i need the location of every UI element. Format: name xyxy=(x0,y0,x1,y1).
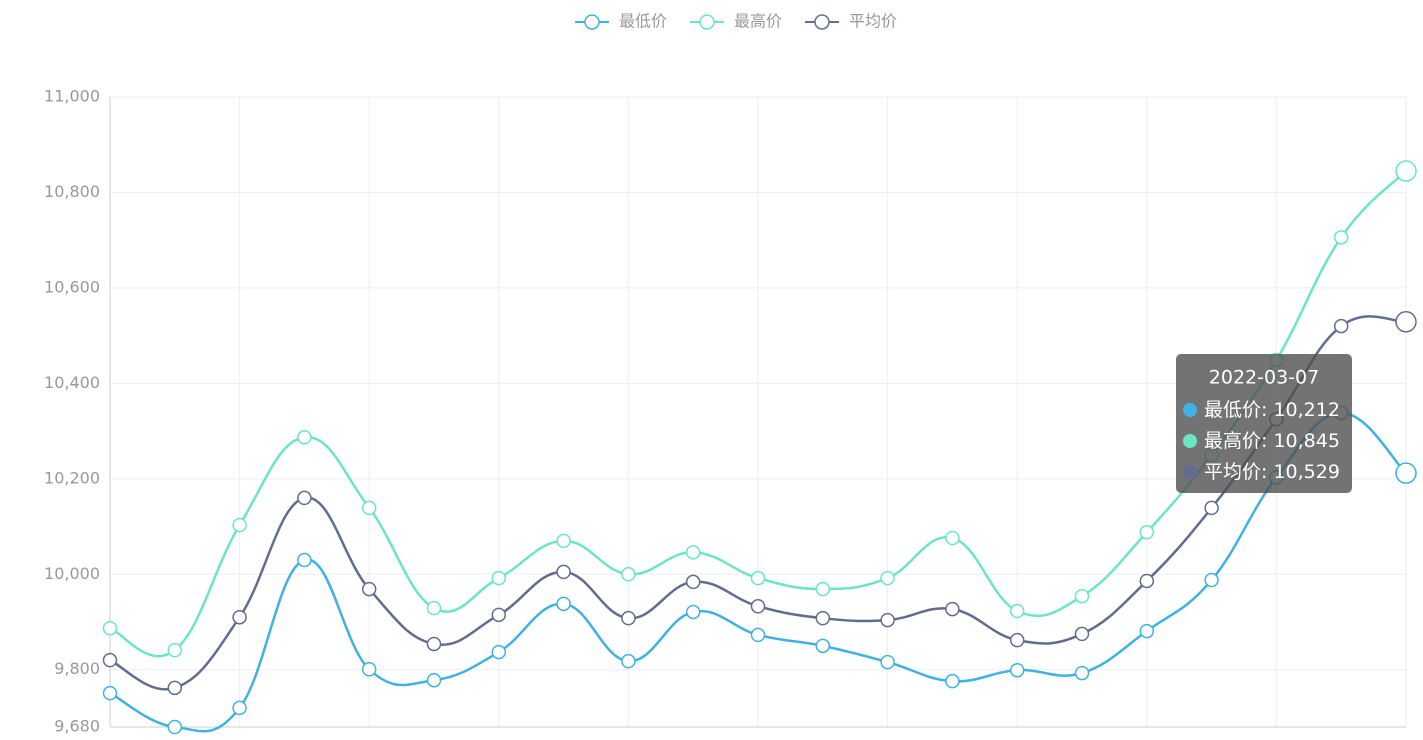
data-point xyxy=(1333,318,1349,334)
data-point xyxy=(750,570,766,586)
data-point xyxy=(232,700,247,716)
data-point xyxy=(297,430,312,445)
data-point xyxy=(815,638,831,654)
data-point xyxy=(167,719,183,735)
tooltip-title: 2022-03-07 xyxy=(1209,367,1319,389)
data-point xyxy=(1009,603,1025,619)
data-point xyxy=(1009,632,1025,648)
data-point xyxy=(361,500,377,516)
data-point xyxy=(426,672,442,688)
data-point xyxy=(880,570,895,586)
data-point xyxy=(1074,626,1090,642)
data-point xyxy=(1139,573,1155,589)
tooltip-series-name: 最低价 xyxy=(1204,399,1261,421)
data-point xyxy=(1204,500,1219,516)
tooltip-series-name: 平均价 xyxy=(1204,461,1261,483)
tooltip-value: 10,529 xyxy=(1273,461,1339,483)
data-point xyxy=(880,612,895,628)
data-point xyxy=(621,610,636,626)
y-tick-label: 11,000 xyxy=(44,87,100,106)
tooltip-marker xyxy=(1183,403,1197,417)
y-tick-label: 9,800 xyxy=(54,659,100,678)
data-point xyxy=(361,662,377,677)
tooltip-series-name: 最高价 xyxy=(1204,430,1261,452)
data-point xyxy=(556,564,571,580)
legend-icon xyxy=(584,14,600,30)
data-point xyxy=(1395,311,1417,333)
tooltip-value: 10,845 xyxy=(1273,430,1339,452)
legend-label: 最低价 xyxy=(619,12,667,31)
data-point xyxy=(685,574,701,590)
legend-label: 平均价 xyxy=(849,12,897,31)
data-point xyxy=(1333,230,1349,245)
data-point xyxy=(167,680,183,696)
y-tick-label: 9,680 xyxy=(54,717,100,736)
data-point xyxy=(232,517,247,533)
data-point xyxy=(621,653,636,669)
data-point xyxy=(491,644,507,660)
data-point xyxy=(1139,525,1155,540)
data-point xyxy=(945,601,960,617)
tooltip-value: 10,212 xyxy=(1273,399,1339,421)
data-point xyxy=(232,609,247,625)
y-tick-label: 10,800 xyxy=(44,182,100,201)
tooltip-row: 最高价: 10,845 xyxy=(1204,430,1340,452)
data-point xyxy=(426,636,442,652)
data-point xyxy=(102,620,118,636)
data-point xyxy=(102,652,118,668)
tooltip: 2022-03-07 最低价: 10,212 最高价: 10,845 平均价: 10,… xyxy=(1176,354,1352,493)
data-point xyxy=(1009,662,1025,678)
tooltip-marker xyxy=(1183,465,1197,479)
data-point xyxy=(815,610,831,626)
data-point xyxy=(1074,665,1090,681)
data-point xyxy=(621,567,636,582)
data-point xyxy=(167,642,183,658)
legend-icon xyxy=(699,14,715,30)
data-point xyxy=(297,552,312,568)
data-point xyxy=(491,570,507,586)
data-point xyxy=(1395,462,1417,484)
data-point xyxy=(102,685,118,701)
tooltip-box xyxy=(1176,354,1352,493)
data-point xyxy=(945,530,960,546)
tooltip-row: 平均价: 10,529 xyxy=(1204,461,1340,483)
data-point xyxy=(1204,572,1219,588)
tooltip-marker xyxy=(1183,434,1197,448)
data-point xyxy=(750,599,766,614)
data-point xyxy=(1074,588,1090,604)
legend-label: 最高价 xyxy=(734,12,782,31)
data-point xyxy=(556,596,571,612)
data-point xyxy=(297,490,312,506)
data-point xyxy=(815,581,831,597)
y-tick-label: 10,400 xyxy=(44,373,100,392)
y-tick-label: 10,200 xyxy=(44,468,100,487)
data-point xyxy=(426,600,442,616)
data-point xyxy=(491,607,507,623)
data-point xyxy=(1139,623,1155,639)
data-point xyxy=(1395,160,1417,182)
data-point xyxy=(556,533,571,549)
data-point xyxy=(685,545,701,560)
data-point xyxy=(361,581,377,597)
data-point xyxy=(880,654,895,670)
data-point xyxy=(945,673,960,689)
data-point xyxy=(685,604,701,620)
tooltip-row: 最低价: 10,212 xyxy=(1204,399,1340,421)
y-tick-label: 10,000 xyxy=(44,564,100,583)
data-point xyxy=(750,627,766,643)
legend-icon xyxy=(814,14,830,30)
y-tick-label: 10,600 xyxy=(44,277,100,296)
